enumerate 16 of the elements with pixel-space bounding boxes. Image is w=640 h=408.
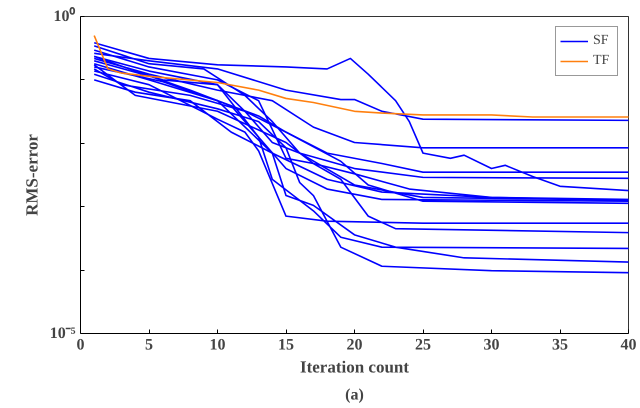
- x-tick-label: 40: [620, 336, 636, 354]
- legend-label: SF: [593, 33, 610, 49]
- x-tick-label: 0: [76, 336, 84, 354]
- x-tick-label: 35: [552, 336, 568, 354]
- x-tick-label: 5: [145, 336, 153, 354]
- x-tick-label: 20: [346, 336, 362, 354]
- x-axis-title: Iteration count: [300, 358, 410, 376]
- x-tick-label: 25: [415, 336, 431, 354]
- text: (a): [345, 386, 364, 404]
- y-tick-label: 10⁻⁵: [50, 325, 76, 342]
- x-tick-label: 30: [484, 336, 500, 354]
- x-tick-label: 15: [278, 336, 294, 354]
- x-tick-label: 10: [210, 336, 226, 354]
- y-tick-label: 10⁰: [54, 7, 76, 25]
- y-axis-title: RMS-error: [22, 134, 42, 216]
- legend-label: TF: [593, 53, 610, 69]
